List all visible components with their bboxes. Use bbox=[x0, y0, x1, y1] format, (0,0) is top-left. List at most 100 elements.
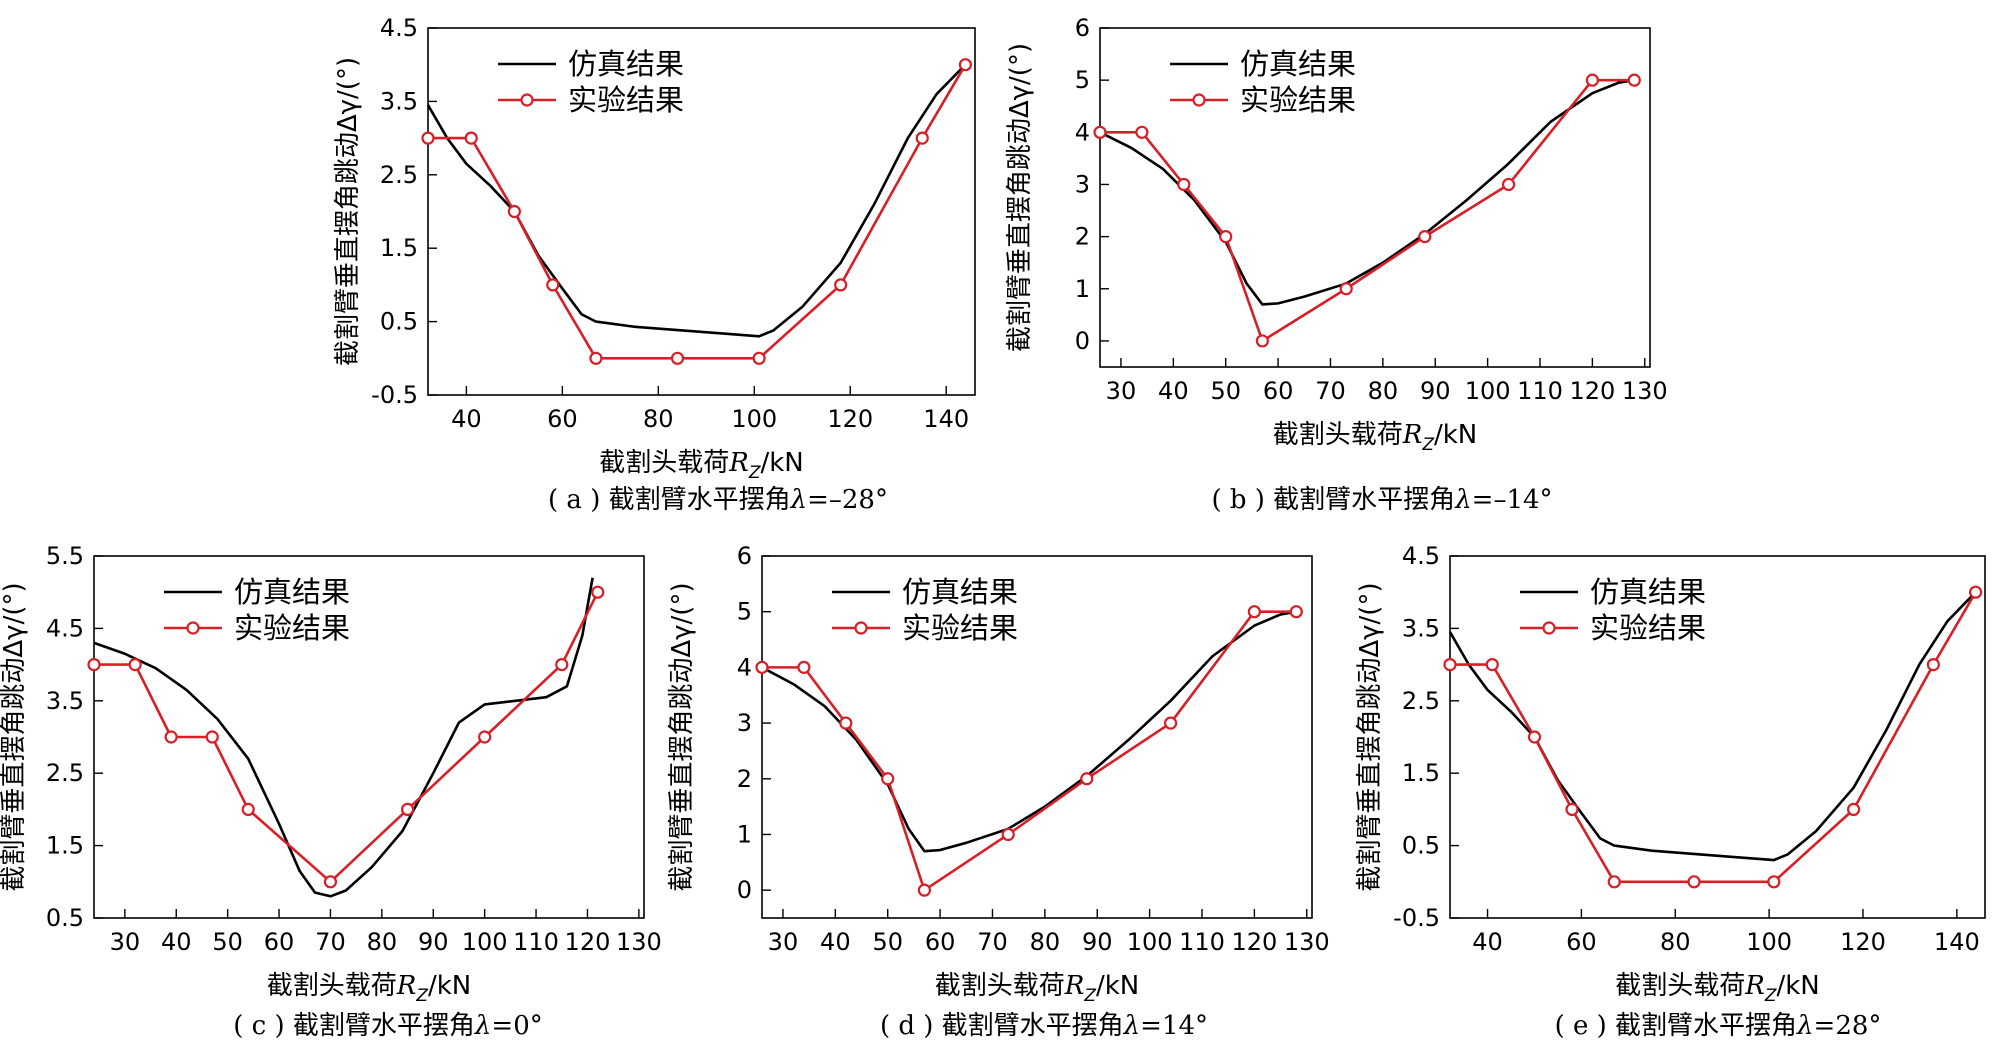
y-tick-label: 4.5 bbox=[380, 14, 418, 42]
x-tick-label: 100 bbox=[1127, 928, 1173, 956]
chart-panel-2: 30 40 50 60 70 80 90 100 110 120 130 0 1 2 3 4 5 6 截割头载荷RZ… bbox=[1005, 14, 1668, 515]
subfigure-caption: ( e ) 截割臂水平摆角λ=28° bbox=[1555, 1011, 1882, 1041]
y-tick-label: 0.5 bbox=[46, 904, 84, 932]
x-tick-label: 40 bbox=[161, 928, 192, 956]
x-tick-label: 120 bbox=[1569, 377, 1615, 405]
data-point-experiment bbox=[1080, 772, 1094, 786]
data-point-experiment bbox=[915, 131, 929, 145]
y-tick-label: 1 bbox=[1075, 275, 1090, 303]
data-point-experiment bbox=[755, 660, 769, 674]
subfigure-caption: ( b ) 截割臂水平摆角λ=–14° bbox=[1211, 485, 1552, 515]
data-point-experiment bbox=[1418, 230, 1432, 244]
x-tick-label: 40 bbox=[1472, 928, 1503, 956]
legend-marker-experiment bbox=[186, 621, 200, 635]
x-axis-title: 截割头载荷RZ/kN bbox=[935, 971, 1140, 1006]
x-tick-label: 80 bbox=[643, 405, 674, 433]
x-axis-title: 截割头载荷RZ/kN bbox=[1273, 420, 1478, 455]
series-line-experiment bbox=[94, 591, 599, 884]
data-point-experiment bbox=[128, 657, 142, 672]
data-point-experiment bbox=[87, 657, 101, 672]
x-tick-label: 140 bbox=[923, 405, 969, 433]
y-axis-title: 截割臂垂直摆角跳动Δγ/(°) bbox=[667, 582, 697, 891]
legend-label-experiment: 实验结果 bbox=[568, 83, 684, 117]
series-line-simulation bbox=[1099, 78, 1635, 306]
data-point-experiment bbox=[1255, 334, 1269, 348]
y-tick-label: 5 bbox=[737, 598, 752, 626]
data-point-experiment bbox=[205, 730, 219, 744]
x-tick-label: 90 bbox=[1082, 928, 1113, 956]
subfigure-caption: ( d ) 截割臂水平摆角λ=14° bbox=[880, 1011, 1208, 1041]
y-tick-label: 5 bbox=[1075, 66, 1090, 94]
y-tick-label: 0 bbox=[737, 876, 752, 904]
y-tick-label: 4.5 bbox=[1402, 542, 1440, 570]
x-tick-label: 90 bbox=[1420, 377, 1451, 405]
y-tick-label: 4 bbox=[1075, 118, 1090, 146]
legend-marker-experiment bbox=[1542, 621, 1556, 635]
legend-label-experiment: 实验结果 bbox=[1240, 83, 1356, 117]
data-point-experiment bbox=[164, 730, 178, 744]
x-tick-label: 120 bbox=[827, 405, 873, 433]
y-tick-label: 2.5 bbox=[1402, 687, 1440, 715]
legend-label-simulation: 仿真结果 bbox=[902, 575, 1018, 609]
y-tick-label: 1.5 bbox=[46, 832, 84, 860]
data-point-experiment bbox=[241, 802, 255, 817]
x-tick-label: 110 bbox=[1517, 377, 1563, 405]
data-point-experiment bbox=[1135, 125, 1149, 139]
data-point-experiment bbox=[1969, 585, 1983, 599]
x-tick-label: 120 bbox=[1231, 928, 1277, 956]
data-point-experiment bbox=[839, 716, 853, 730]
data-point-experiment bbox=[1767, 875, 1781, 889]
data-point-experiment bbox=[1443, 657, 1457, 672]
y-tick-label: -0.5 bbox=[1393, 904, 1440, 932]
legend-label-experiment: 实验结果 bbox=[234, 611, 350, 645]
data-point-experiment bbox=[670, 351, 685, 365]
series-line-simulation bbox=[426, 63, 967, 338]
y-tick-label: 4.5 bbox=[46, 614, 84, 642]
y-tick-label: 2 bbox=[737, 765, 752, 793]
x-tick-label: 60 bbox=[547, 405, 578, 433]
data-point-experiment bbox=[958, 58, 973, 72]
data-point-experiment bbox=[546, 278, 560, 292]
x-tick-label: 80 bbox=[1660, 928, 1691, 956]
x-tick-label: 60 bbox=[1566, 928, 1597, 956]
x-tick-label: 140 bbox=[1934, 928, 1980, 956]
y-tick-label: 4 bbox=[737, 653, 752, 681]
x-tick-label: 80 bbox=[1368, 377, 1399, 405]
data-point-experiment bbox=[1565, 802, 1579, 817]
data-point-experiment bbox=[1627, 73, 1641, 87]
y-tick-label: 1.5 bbox=[1402, 759, 1440, 787]
data-point-experiment bbox=[752, 351, 766, 365]
x-tick-label: 130 bbox=[1622, 377, 1668, 405]
data-point-experiment bbox=[1247, 605, 1261, 619]
subfigure-caption: ( a ) 截割臂水平摆角λ=–28° bbox=[548, 485, 888, 515]
data-point-experiment bbox=[323, 875, 338, 889]
data-point-experiment bbox=[400, 802, 415, 817]
data-point-experiment bbox=[1527, 730, 1542, 744]
y-tick-label: 0 bbox=[1075, 327, 1090, 355]
series-line-experiment bbox=[1100, 78, 1635, 343]
data-point-experiment bbox=[1687, 875, 1701, 889]
x-axis-title: 截割头载荷RZ/kN bbox=[1615, 971, 1820, 1006]
y-axis-title: 截割臂垂直摆角跳动Δγ/(°) bbox=[1005, 43, 1035, 352]
y-tick-label: 5.5 bbox=[46, 542, 84, 570]
y-axis-title: 截割臂垂直摆角跳动Δγ/(°) bbox=[0, 582, 29, 891]
x-tick-label: 40 bbox=[820, 928, 851, 956]
data-point-experiment bbox=[834, 278, 848, 292]
y-tick-label: 0.5 bbox=[380, 308, 418, 336]
y-tick-label: 2.5 bbox=[46, 759, 84, 787]
data-point-experiment bbox=[917, 883, 931, 897]
data-point-experiment bbox=[464, 131, 478, 145]
y-tick-label: 3 bbox=[737, 709, 752, 737]
legend-label-experiment: 实验结果 bbox=[902, 611, 1018, 645]
x-tick-label: 130 bbox=[616, 928, 662, 956]
legend-label-simulation: 仿真结果 bbox=[568, 47, 684, 81]
y-tick-label: 1 bbox=[737, 820, 752, 848]
y-tick-label: 3 bbox=[1075, 170, 1090, 198]
y-tick-label: 3.5 bbox=[1402, 614, 1440, 642]
data-point-experiment bbox=[1926, 657, 1940, 672]
chart-panel-3: 30 40 50 60 70 80 90 100 110 120 130 0.5 1.5 2.5 3.5 4.… bbox=[0, 542, 662, 1041]
x-tick-label: 110 bbox=[513, 928, 559, 956]
x-tick-label: 40 bbox=[1158, 377, 1189, 405]
y-tick-label: 3.5 bbox=[380, 87, 418, 115]
